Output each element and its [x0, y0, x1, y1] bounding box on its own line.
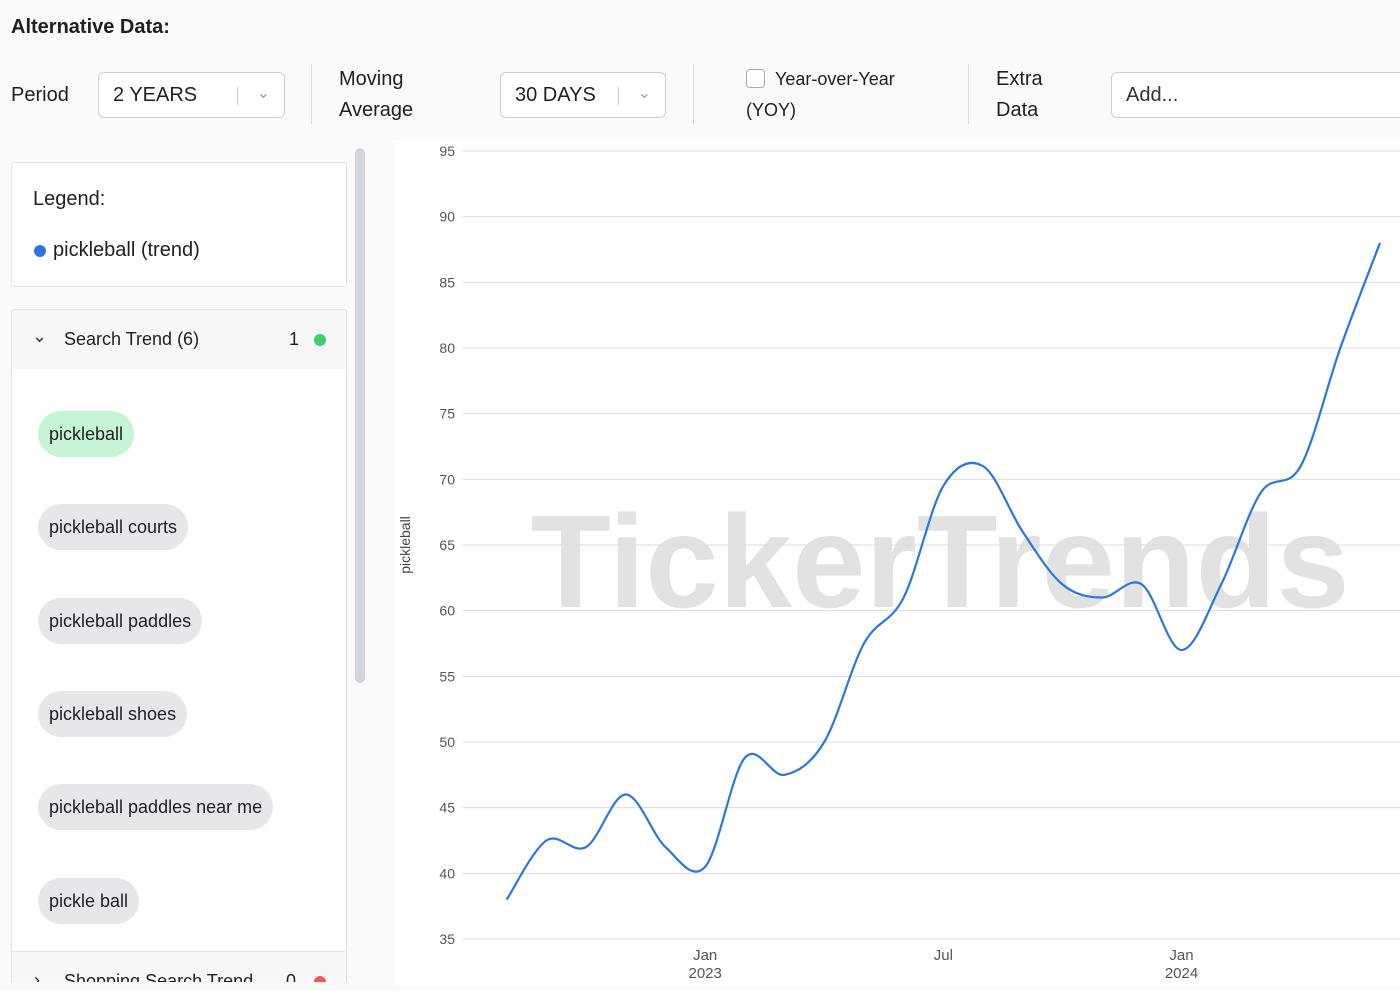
moving-average-label: Moving Average: [339, 68, 414, 121]
yoy-checkbox[interactable]: [746, 69, 765, 88]
y-tick-label: 55: [439, 668, 455, 684]
y-tick-label: 35: [439, 931, 455, 947]
separator: [693, 64, 694, 124]
y-tick-label: 70: [439, 471, 455, 487]
section-header[interactable]: › Shopping Search Trend 0: [11, 951, 347, 982]
trend-line: [505, 242, 1382, 901]
section-count: 0: [286, 971, 297, 982]
section-title: Shopping Search Trend: [64, 971, 254, 982]
extra-data-placeholder: Add...: [1126, 84, 1179, 106]
chevron: ⌄: [32, 326, 48, 346]
legend-panel: Legend: pickleball (trend): [11, 162, 347, 287]
chip-list: pickleball pickleball courts pickleball pa…: [11, 369, 347, 952]
chip[interactable]: pickleball: [38, 411, 135, 457]
scrollbar[interactable]: [355, 148, 365, 683]
status-dot: [314, 334, 326, 346]
separator: [968, 64, 969, 124]
legend-dot: [34, 245, 46, 257]
caret: ⌄: [637, 85, 651, 102]
x-tick-label: Jul: [933, 947, 953, 964]
chart-area: [395, 140, 1400, 985]
watermark: TickerTrends: [530, 488, 1349, 635]
select-separator: [618, 87, 619, 105]
extra-data-label: Extra Data: [996, 68, 1043, 121]
y-tick-label: 65: [439, 537, 455, 553]
chevron: ›: [34, 970, 40, 982]
y-tick-label: 85: [439, 274, 455, 290]
chip[interactable]: pickleball courts: [38, 504, 189, 551]
sections-panel: ⌄ Search Trend (6) 1 pickleball picklebal…: [11, 309, 347, 982]
x-tick-label: Jan 2023: [688, 947, 722, 982]
period-label: Period: [11, 84, 69, 106]
separator: [311, 64, 312, 124]
y-tick-label: 60: [439, 603, 455, 619]
legend-item: pickleball (trend): [53, 239, 200, 261]
moving-average-value: 30 DAYS: [515, 84, 596, 106]
chip[interactable]: pickleball shoes: [38, 690, 188, 737]
section-title: Search Trend (6): [64, 329, 200, 349]
y-tick-label: 40: [439, 865, 455, 881]
legend-title: Legend:: [33, 188, 106, 210]
section-header[interactable]: ⌄ Search Trend (6) 1: [11, 309, 347, 371]
period-select[interactable]: 2 YEARS ⌄: [98, 72, 285, 118]
status-dot: [314, 976, 326, 982]
caret: ⌄: [256, 85, 270, 102]
y-tick-label: 45: [439, 800, 455, 816]
y-tick-label: 95: [439, 143, 455, 159]
period-value: 2 YEARS: [113, 84, 198, 106]
y-tick-label: 80: [439, 340, 455, 356]
yoy-control[interactable]: Year-over-Year (YOY): [746, 64, 921, 126]
chip[interactable]: pickle ball: [38, 877, 140, 924]
section-count: 1: [289, 329, 300, 349]
chip[interactable]: pickleball paddles: [38, 597, 203, 644]
y-axis-label: pickleball: [397, 516, 413, 574]
select-separator: [237, 87, 238, 105]
moving-average-select[interactable]: 30 DAYS ⌄: [500, 72, 666, 118]
y-tick-label: 50: [439, 734, 455, 750]
yoy-label: Year-over-Year (YOY): [746, 69, 895, 120]
chip[interactable]: pickleball paddles near me: [38, 784, 274, 831]
x-tick-label: Jan 2024: [1164, 947, 1199, 982]
page-title: Alternative Data:: [11, 16, 170, 38]
extra-data-input[interactable]: Add...: [1111, 72, 1400, 118]
y-tick-label: 75: [439, 406, 455, 422]
y-tick-label: 90: [439, 209, 455, 225]
